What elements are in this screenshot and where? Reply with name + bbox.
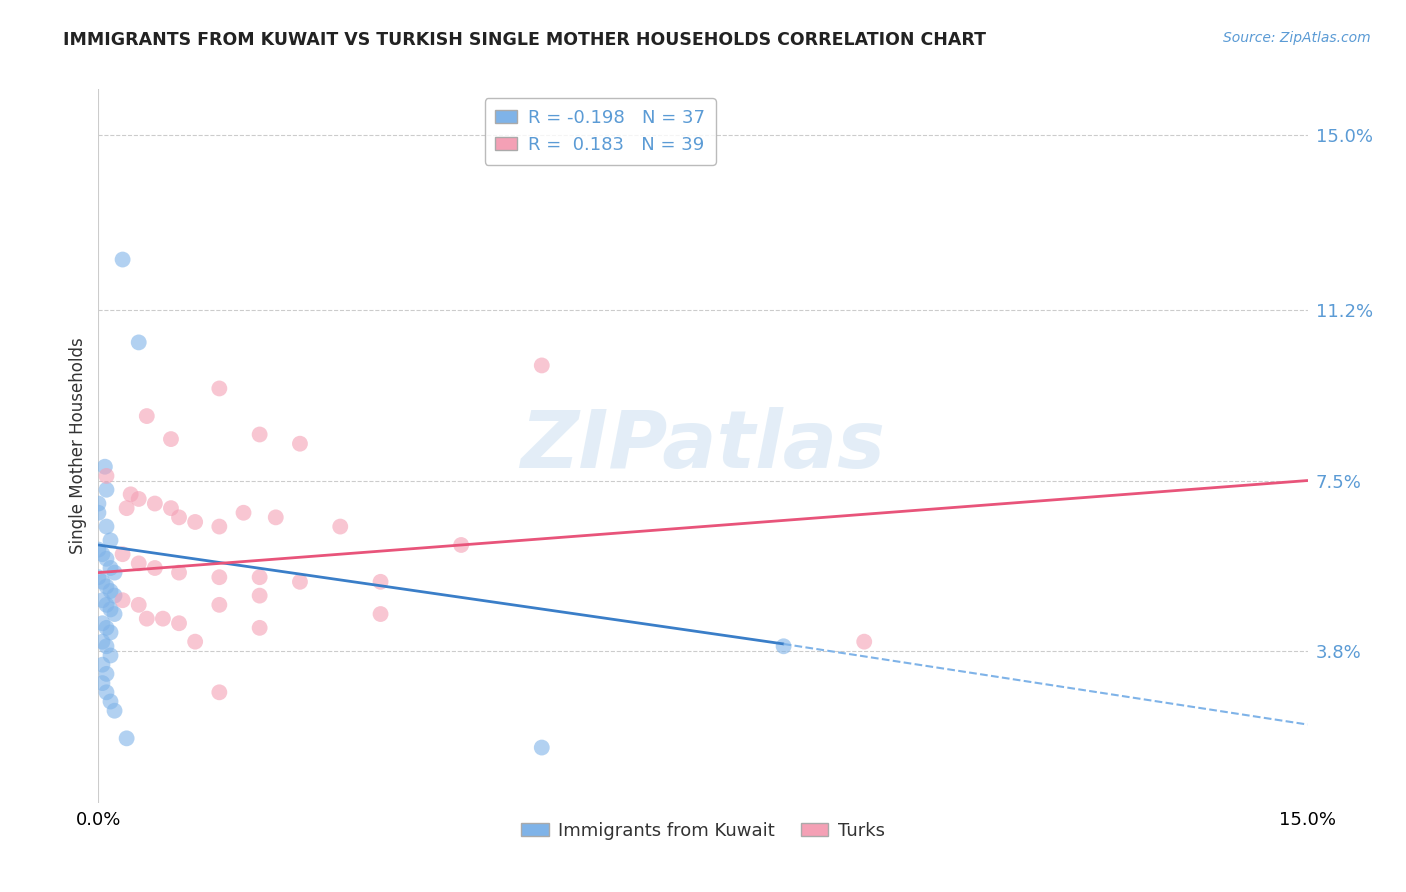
Point — [530, 740, 553, 755]
Point — [135, 409, 157, 423]
Point — [96, 469, 118, 483]
Point — [208, 598, 231, 612]
Point — [370, 574, 392, 589]
Point — [96, 519, 118, 533]
Point — [249, 427, 271, 442]
Point — [184, 515, 207, 529]
Point — [94, 459, 117, 474]
Point — [100, 584, 122, 599]
Point — [128, 557, 150, 571]
Text: IMMIGRANTS FROM KUWAIT VS TURKISH SINGLE MOTHER HOUSEHOLDS CORRELATION CHART: IMMIGRANTS FROM KUWAIT VS TURKISH SINGLE… — [63, 31, 986, 49]
Point — [96, 598, 118, 612]
Point — [100, 602, 122, 616]
Point — [530, 359, 553, 373]
Text: Source: ZipAtlas.com: Source: ZipAtlas.com — [1223, 31, 1371, 45]
Point — [91, 574, 114, 589]
Point — [128, 491, 150, 506]
Point — [111, 593, 134, 607]
Point — [96, 621, 118, 635]
Point — [264, 510, 287, 524]
Point — [100, 533, 122, 548]
Point — [103, 566, 125, 580]
Point — [87, 570, 110, 584]
Point — [208, 685, 231, 699]
Point — [450, 538, 472, 552]
Point — [160, 501, 183, 516]
Point — [128, 335, 150, 350]
Point — [128, 598, 150, 612]
Point — [91, 616, 114, 631]
Point — [232, 506, 254, 520]
Point — [249, 621, 271, 635]
Legend: Immigrants from Kuwait, Turks: Immigrants from Kuwait, Turks — [515, 815, 891, 847]
Point — [91, 634, 114, 648]
Point — [100, 648, 122, 663]
Text: ZIPatlas: ZIPatlas — [520, 407, 886, 485]
Y-axis label: Single Mother Households: Single Mother Households — [69, 338, 87, 554]
Point — [96, 483, 118, 497]
Point — [208, 381, 231, 395]
Point — [87, 542, 110, 557]
Point — [96, 640, 118, 654]
Point — [96, 685, 118, 699]
Point — [100, 625, 122, 640]
Point — [167, 616, 190, 631]
Point — [152, 612, 174, 626]
Point — [115, 501, 138, 516]
Point — [329, 519, 352, 533]
Point — [288, 574, 311, 589]
Point — [160, 432, 183, 446]
Point — [167, 510, 190, 524]
Point — [103, 704, 125, 718]
Point — [143, 497, 166, 511]
Point — [87, 497, 110, 511]
Point — [249, 570, 271, 584]
Point — [91, 547, 114, 561]
Point — [772, 640, 794, 654]
Point — [96, 666, 118, 681]
Point — [103, 589, 125, 603]
Point — [96, 551, 118, 566]
Point — [120, 487, 142, 501]
Point — [87, 506, 110, 520]
Point — [111, 547, 134, 561]
Point — [853, 634, 876, 648]
Point — [143, 561, 166, 575]
Point — [184, 634, 207, 648]
Point — [249, 589, 271, 603]
Point — [111, 252, 134, 267]
Point — [208, 570, 231, 584]
Point — [135, 612, 157, 626]
Point — [91, 657, 114, 672]
Point — [100, 561, 122, 575]
Point — [288, 436, 311, 450]
Point — [208, 519, 231, 533]
Point — [115, 731, 138, 746]
Point — [103, 607, 125, 621]
Point — [91, 593, 114, 607]
Point — [91, 676, 114, 690]
Point — [167, 566, 190, 580]
Point — [100, 694, 122, 708]
Point — [96, 579, 118, 593]
Point — [370, 607, 392, 621]
